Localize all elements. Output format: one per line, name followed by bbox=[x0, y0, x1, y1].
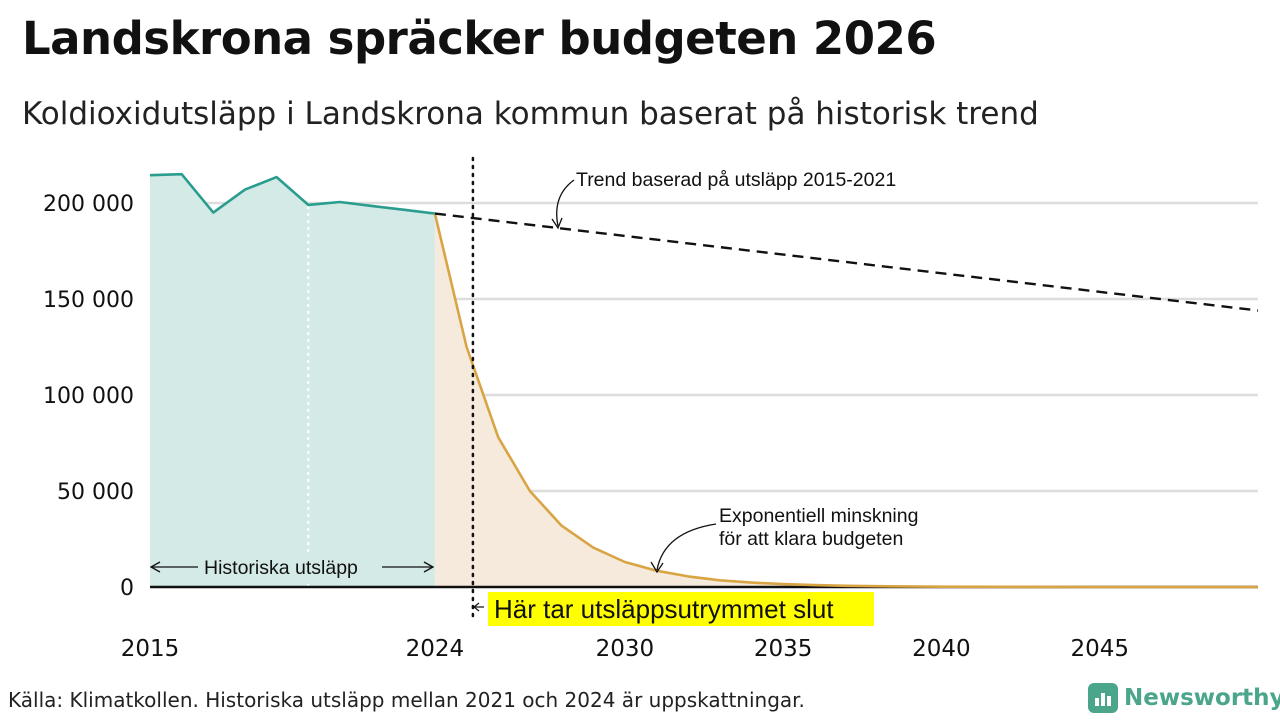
chart-subtitle: Koldioxidutsläpp i Landskrona kommun bas… bbox=[22, 96, 1039, 132]
historical-annotation: Historiska utsläpp bbox=[204, 557, 358, 579]
x-tick-label: 2030 bbox=[596, 636, 655, 662]
y-tick-label: 50 000 bbox=[57, 480, 134, 505]
budget-area bbox=[434, 213, 1258, 587]
trend-annotation: Trend baserad på utsläpp 2015-2021 bbox=[576, 169, 896, 191]
y-tick-label: 150 000 bbox=[43, 288, 134, 313]
historical-span-arrowhead-right bbox=[423, 561, 435, 573]
budget-annotation-arrowhead bbox=[650, 561, 664, 574]
newsworthy-logo-text: Newsworthy bbox=[1124, 685, 1280, 711]
trend-annotation-arrow bbox=[556, 179, 575, 227]
x-tick-label: 2045 bbox=[1070, 636, 1129, 662]
trend-line bbox=[434, 212, 1259, 312]
x-axis-ticks: 2015 2024 2030 2035 2040 2045 bbox=[121, 636, 1129, 662]
historical-line bbox=[149, 172, 436, 215]
budget-annotation-line2: för att klara budgeten bbox=[719, 528, 903, 550]
y-tick-label: 200 000 bbox=[43, 192, 134, 217]
x-tick-label: 2015 bbox=[121, 636, 180, 662]
x-tick-label: 2024 bbox=[406, 636, 465, 662]
budget-line bbox=[433, 213, 1258, 589]
budget-end-highlight bbox=[488, 592, 874, 626]
historical-area bbox=[150, 174, 435, 587]
x-tick-label: 2035 bbox=[754, 636, 813, 662]
historical-span-arrowhead-left bbox=[149, 561, 161, 573]
y-tick-label: 0 bbox=[120, 576, 134, 601]
chart-lines bbox=[149, 156, 1259, 622]
budget-annotation-arrow bbox=[656, 523, 717, 571]
y-axis-ticks: 0 50 000 100 000 150 000 200 000 bbox=[43, 192, 134, 601]
x-tick-label: 2040 bbox=[912, 636, 971, 662]
newsworthy-logo: Newsworthy bbox=[1088, 683, 1280, 713]
budget-end-arrowhead bbox=[473, 602, 480, 612]
historical-label-bg bbox=[198, 554, 382, 580]
y-tick-label: 100 000 bbox=[43, 384, 134, 409]
budget-annotation-line1: Exponentiell minskning bbox=[719, 505, 918, 527]
chart-areas bbox=[150, 174, 1258, 587]
trend-annotation-arrowhead bbox=[551, 217, 563, 230]
budget-end-annotation: Här tar utsläppsutrymmet slut bbox=[494, 594, 834, 624]
source-footnote: Källa: Klimatkollen. Historiska utsläpp … bbox=[8, 688, 805, 712]
newsworthy-logo-icon bbox=[1088, 683, 1118, 713]
chart-title: Landskrona spräcker budgeten 2026 bbox=[22, 12, 937, 65]
